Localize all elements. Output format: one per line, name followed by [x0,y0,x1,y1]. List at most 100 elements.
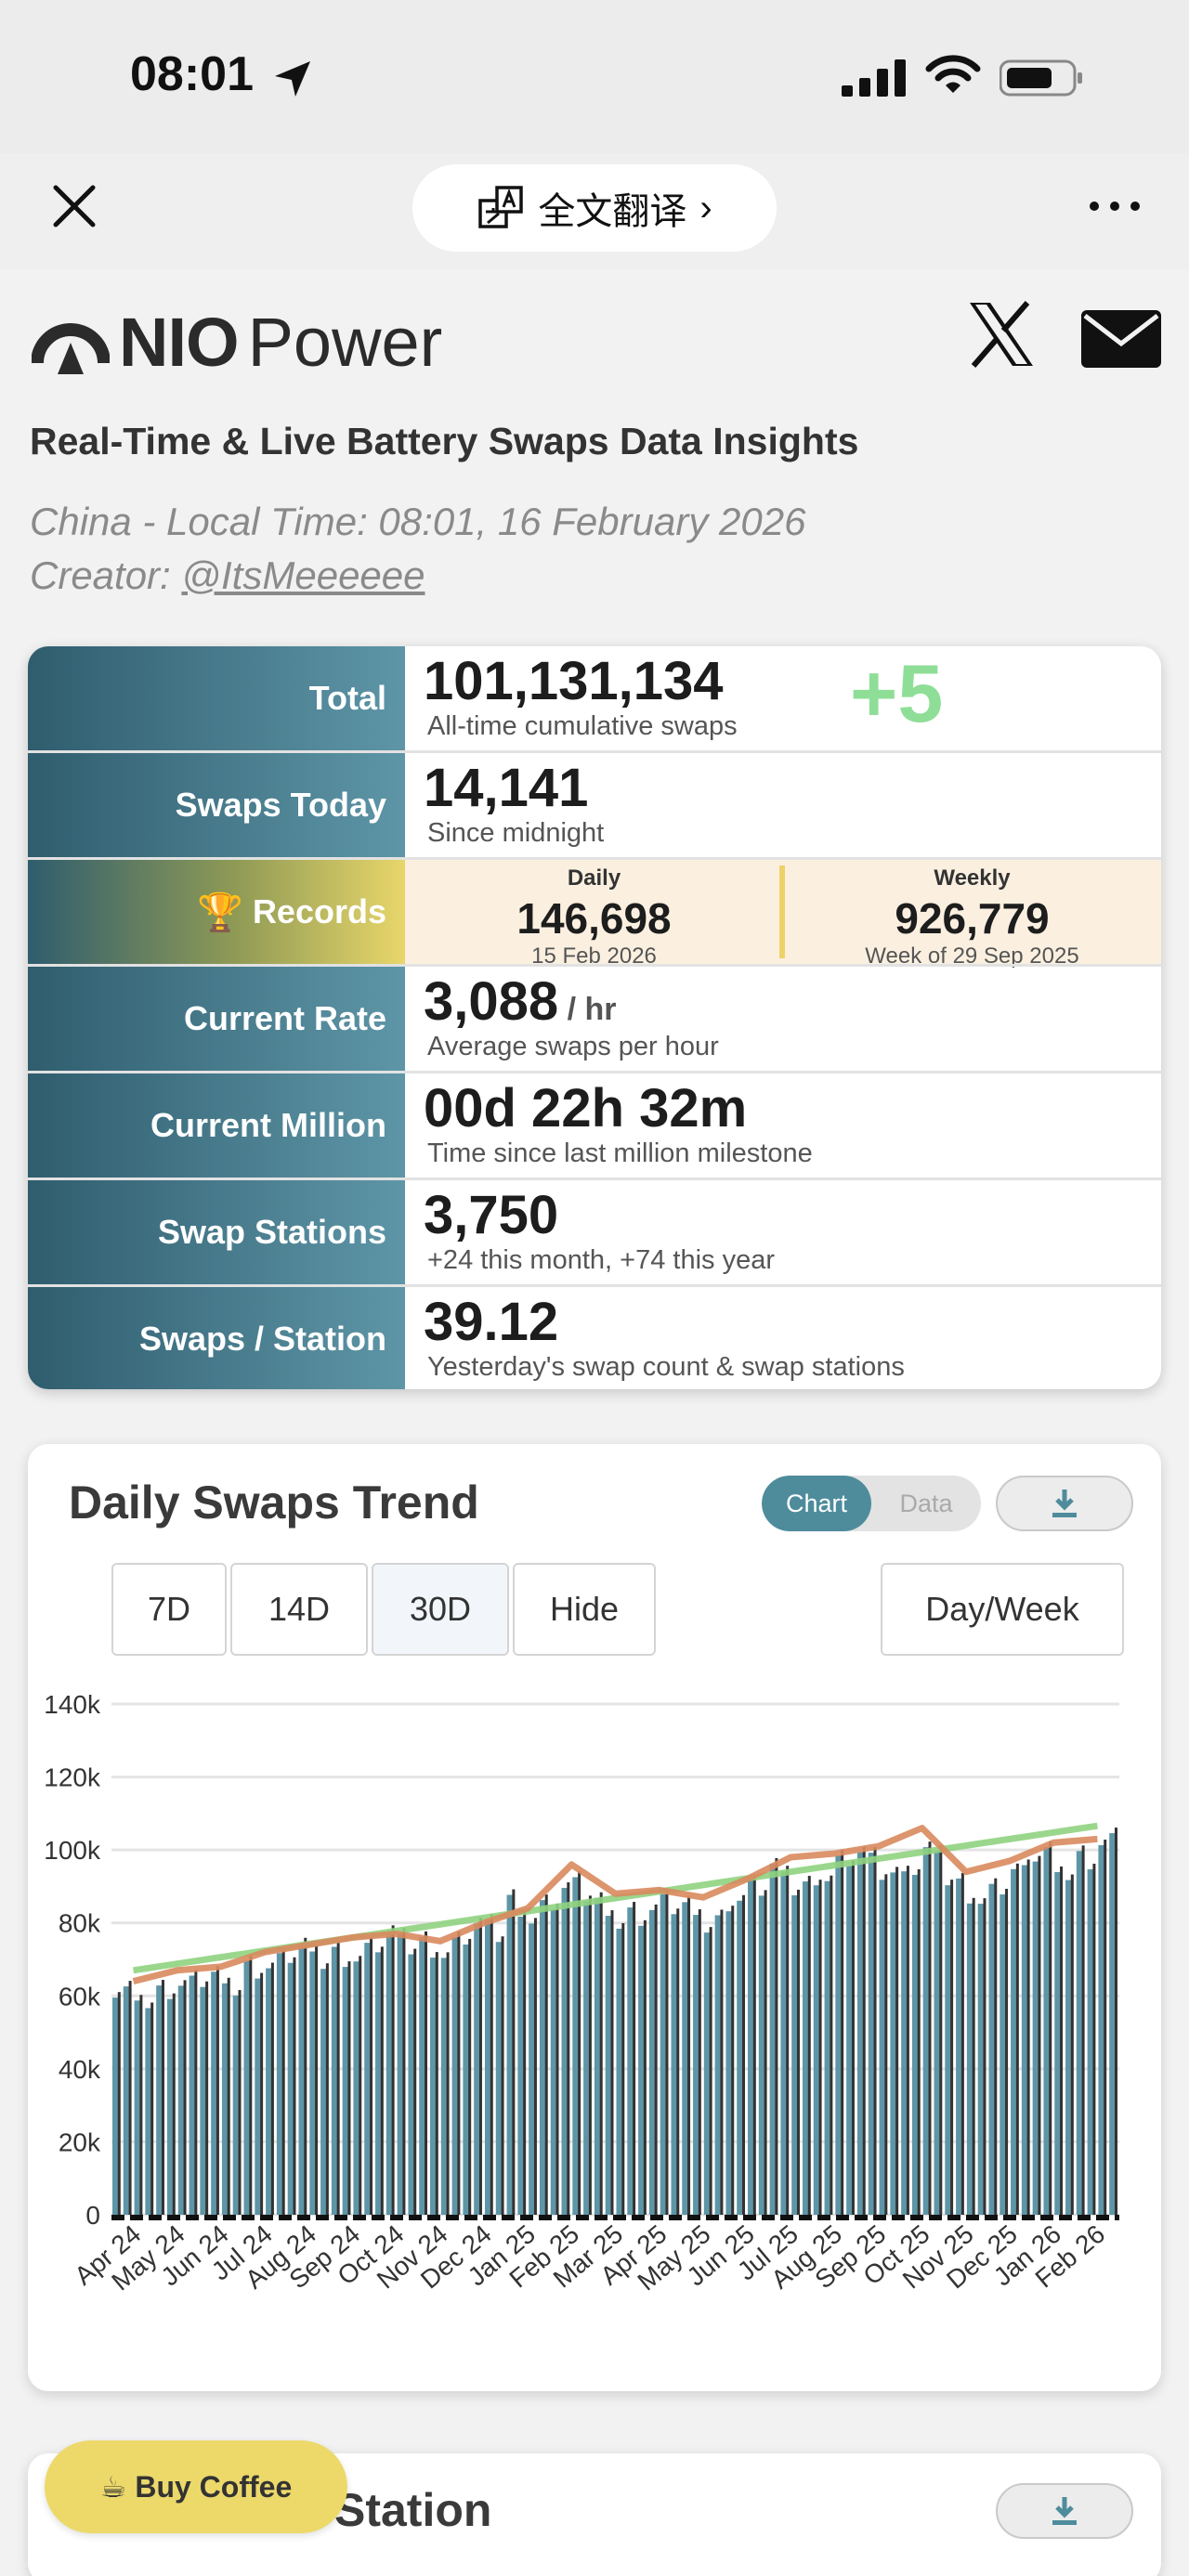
bar [682,1902,690,2215]
stat-value: 39.12 [424,1292,559,1352]
range-hide-button[interactable]: Hide [513,1563,656,1656]
download-button[interactable] [996,1476,1133,1531]
bar-edge [413,1948,417,2215]
bar-edge [1005,1889,1009,2215]
bar [791,1894,799,2215]
stat-row-today: Swaps Today 14,141 Since midnight [28,753,1161,857]
bar-edge [698,1909,701,2215]
bar-edge [139,1995,143,2215]
bar [835,1854,843,2215]
nio-power-logo[interactable]: NIO Power [32,303,442,382]
bar-edge [435,1952,438,2215]
wifi-icon [925,55,981,93]
bar [911,1874,920,2215]
download-button[interactable] [996,2483,1133,2539]
translate-icon [478,186,524,228]
logo-power-text: Power [247,304,443,381]
bar [364,1943,372,2215]
toggle-chart[interactable]: Chart [762,1476,871,1531]
bar [1065,1880,1073,2215]
row-divider [28,750,1161,753]
range-7d-button[interactable]: 7D [111,1563,227,1656]
record-weekly-heading: Weekly [934,865,1011,891]
bar [243,1960,252,2215]
stat-row-million: Current Million 00d 22h 32m Time since l… [28,1073,1161,1177]
bar [1032,1861,1040,2215]
bar-edge [994,1878,998,2215]
bar-edge [457,1932,461,2215]
bar-edge [818,1880,822,2215]
bar-edge [1081,1845,1085,2215]
toggle-data[interactable]: Data [899,1489,953,1517]
bar [605,1916,613,2215]
close-icon[interactable] [50,182,98,230]
bar-edge [238,1989,242,2215]
day-week-button[interactable]: Day/Week [881,1563,1124,1656]
bar-edge [610,1910,614,2215]
trophy-icon: 🏆 [197,891,243,933]
bar [266,1968,273,2215]
buy-coffee-button[interactable]: ☕ Buy Coffee [45,2440,347,2533]
bar [616,1928,624,2215]
bar-edge [851,1860,855,2215]
bar [200,1986,208,2215]
bar-edge [183,1980,187,2215]
bar-edge [720,1909,724,2215]
bar-edge [523,1910,527,2215]
bar-edge [599,1892,603,2215]
bar [484,1919,492,2215]
stat-label: Swap Stations [28,1180,405,1284]
bar-edge [917,1868,921,2215]
bar [802,1881,810,2215]
bar-edge [1038,1855,1041,2215]
stat-note: Average swaps per hour [427,1032,719,1061]
bar [495,1942,503,2215]
bar [156,1985,163,2215]
translate-button[interactable]: 全文翻译 › [412,164,777,252]
page-subtitle: Real-Time & Live Battery Swaps Data Insi… [30,420,859,462]
record-daily-value: 146,698 [516,894,672,943]
more-options-icon[interactable] [1087,197,1143,215]
bar-edge [830,1875,833,2215]
range-14d-button[interactable]: 14D [230,1563,368,1656]
bar-edge [347,1961,351,2215]
creator-link[interactable]: @ItsMeeeeee [181,553,425,597]
bar-edge [1026,1859,1030,2215]
moving-average-line [132,1825,1098,1984]
bar-edge [315,1945,319,2215]
bar-edge [194,1970,198,2215]
bar-edge [873,1847,877,2215]
bar-edge [555,1903,559,2215]
bar-edge [928,1841,932,2215]
y-tick-label: 0 [85,2201,100,2230]
bar [451,1937,460,2215]
records-panel: Daily 146,698 15 Feb 2026 Weekly 926,779… [405,860,1161,969]
bar-edge [960,1872,964,2215]
bar [166,1998,175,2215]
stat-label: Current Million [28,1073,405,1177]
bar [934,1851,942,2215]
bar-edge [281,1947,285,2215]
bar [221,1983,229,2215]
bar [856,1852,865,2215]
bar-edge [983,1898,986,2215]
stat-note: +24 this month, +74 this year [427,1245,775,1275]
stat-label: Current Rate [28,967,405,1071]
x-twitter-icon[interactable] [966,301,1037,368]
chart-data-toggle[interactable]: Chart Data [762,1476,981,1531]
mail-icon[interactable] [1081,310,1161,368]
bar [1076,1851,1084,2215]
bar [1011,1868,1018,2215]
bar-edge [249,1955,253,2215]
bar [846,1866,854,2215]
bar-edge [270,1962,274,2215]
stat-label: Swaps / Station [28,1287,405,1389]
range-30d-button[interactable]: 30D [372,1563,509,1656]
y-tick-label: 40k [59,2055,101,2084]
rate-number: 3,088 [424,971,559,1032]
bar [177,1985,186,2215]
bar-edge [260,1972,264,2215]
bar-edge [862,1846,866,2215]
bar [353,1961,361,2215]
bar [561,1887,569,2215]
